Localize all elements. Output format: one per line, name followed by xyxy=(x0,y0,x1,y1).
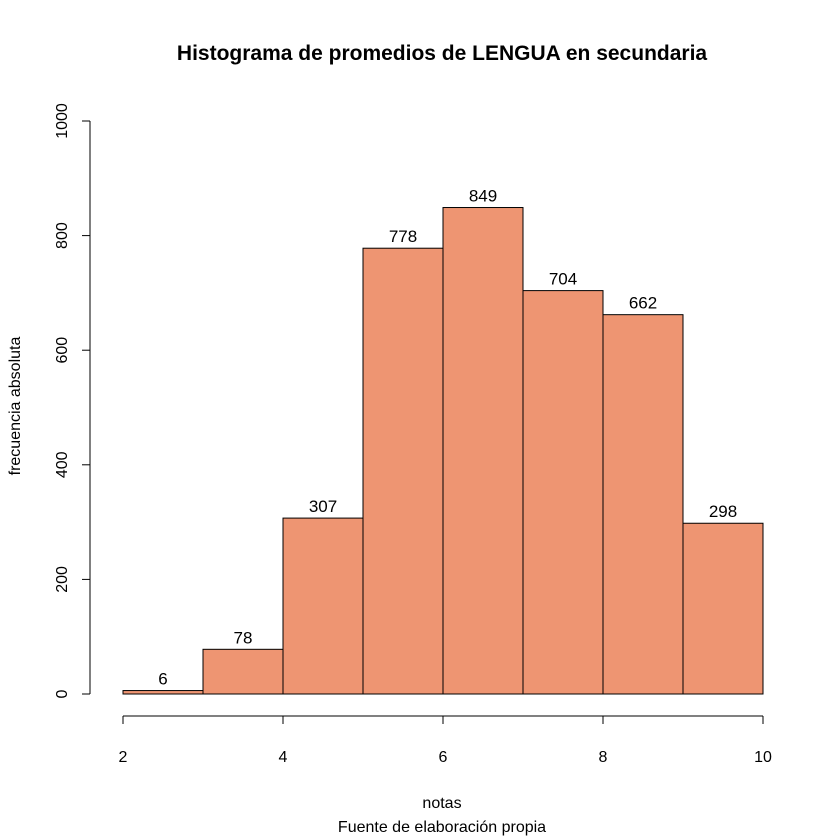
y-tick-label-400: 400 xyxy=(54,451,71,478)
bar-9-10 xyxy=(682,522,764,695)
bars-group xyxy=(122,207,764,695)
bar-8-9 xyxy=(602,314,684,695)
x-tick-label-6: 6 xyxy=(439,749,448,766)
data-label-7-8: 704 xyxy=(549,270,577,289)
bar-7-8 xyxy=(522,290,604,695)
bar-2-3 xyxy=(122,690,204,695)
bar-5-6 xyxy=(362,247,444,695)
data-label-8-9: 662 xyxy=(629,294,657,313)
x-tick-label-8: 8 xyxy=(599,749,608,766)
x-axis: 2 4 6 8 10 xyxy=(119,715,772,766)
chart-title: Histograma de promedios de LENGUA en sec… xyxy=(177,42,707,65)
bar-3-4 xyxy=(202,648,284,695)
y-axis-label: frecuencia absoluta xyxy=(7,337,24,476)
data-labels-group: 6 78 307 778 849 704 662 298 xyxy=(158,187,737,689)
y-tick-label-1000: 1000 xyxy=(54,103,71,139)
bar-4-5 xyxy=(282,517,364,695)
data-label-9-10: 298 xyxy=(709,502,737,521)
data-label-6-7: 849 xyxy=(469,187,497,206)
x-tick-label-2: 2 xyxy=(119,749,128,766)
data-label-3-4: 78 xyxy=(234,628,253,647)
y-axis: 0 200 400 600 800 1000 xyxy=(54,103,91,698)
data-label-5-6: 778 xyxy=(389,227,417,246)
y-tick-label-800: 800 xyxy=(54,222,71,249)
y-tick-label-600: 600 xyxy=(54,337,71,364)
y-tick-label-0: 0 xyxy=(54,689,71,698)
chart-subtitle: Fuente de elaboración propia xyxy=(338,819,546,836)
bar-6-7 xyxy=(442,207,524,695)
y-tick-label-200: 200 xyxy=(54,566,71,593)
x-tick-label-10: 10 xyxy=(754,749,772,766)
x-tick-label-4: 4 xyxy=(279,749,288,766)
data-label-4-5: 307 xyxy=(309,497,337,516)
x-axis-label: notas xyxy=(422,795,461,812)
data-label-2-3: 6 xyxy=(158,670,167,689)
